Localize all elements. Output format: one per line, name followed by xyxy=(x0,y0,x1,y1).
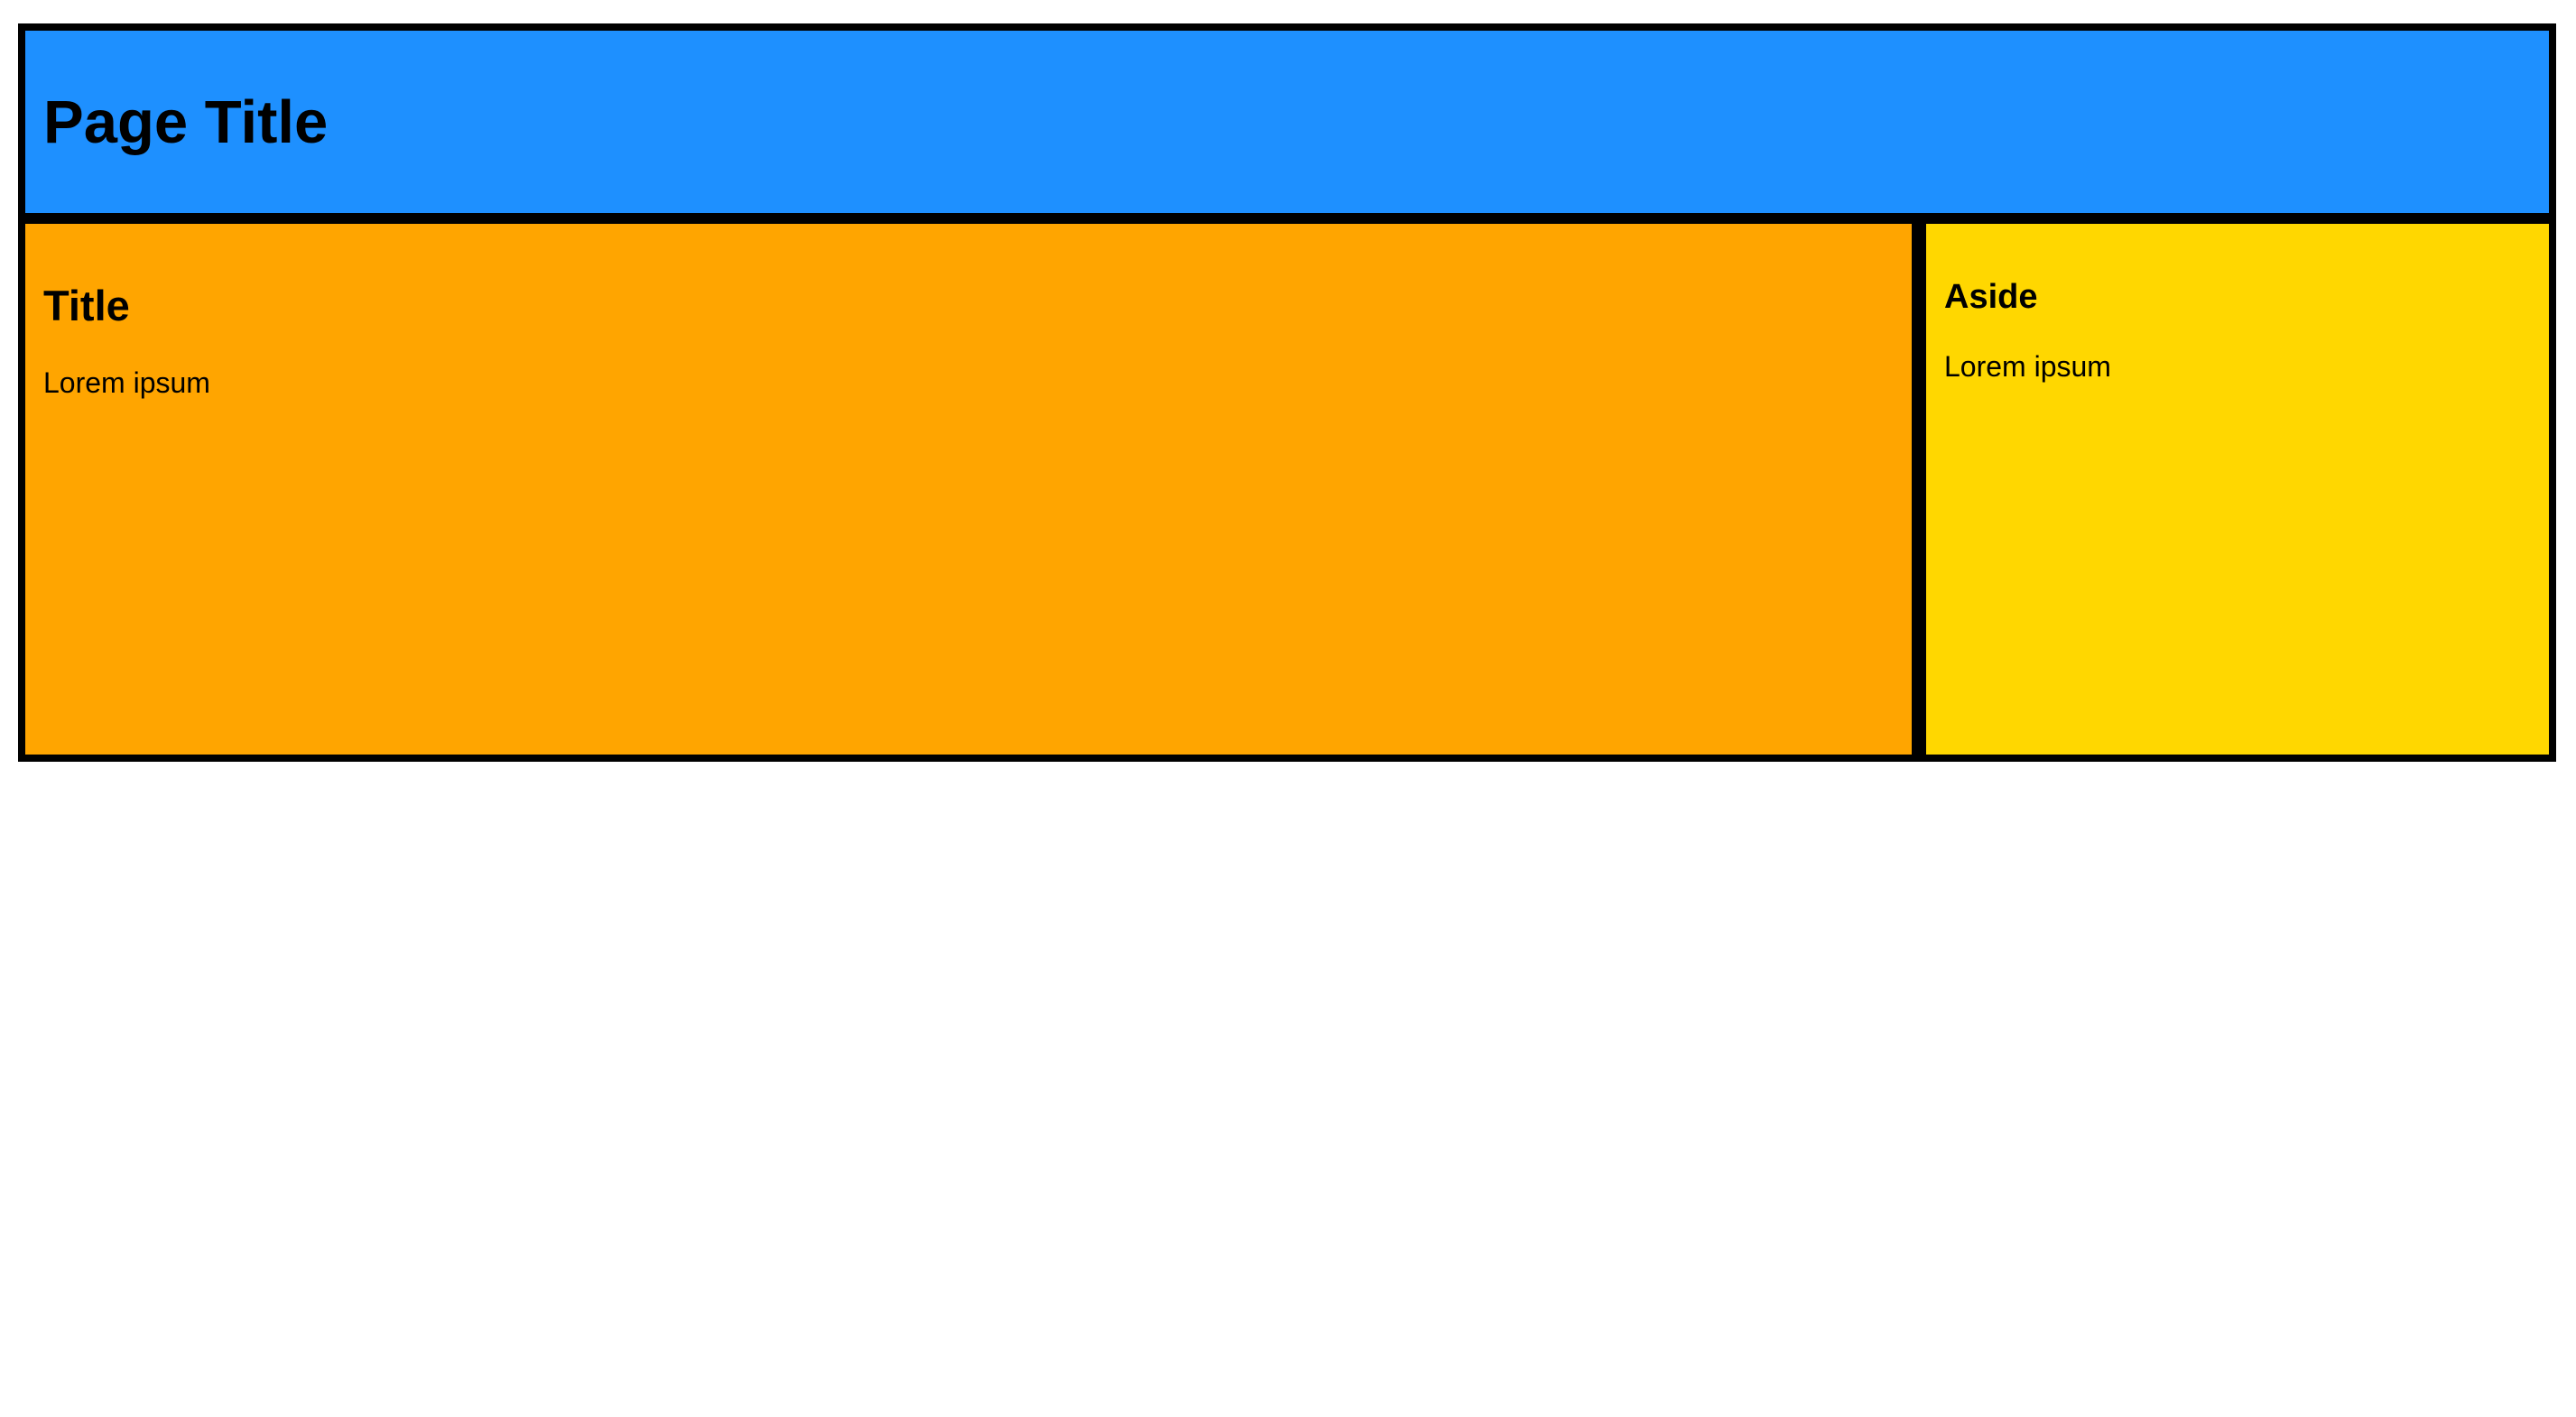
main-title: Title xyxy=(43,282,130,329)
aside-title: Aside xyxy=(1944,278,2038,316)
aside-text: Lorem ipsum xyxy=(1944,350,2111,383)
aside-panel: Aside Lorem ipsum xyxy=(1926,224,2549,755)
main-content: Title Lorem ipsum xyxy=(25,224,1912,755)
main-text: Lorem ipsum xyxy=(43,366,210,399)
page-header: Page Title xyxy=(25,31,2549,213)
page-title: Page Title xyxy=(43,88,329,156)
page-layout: Page Title Title Lorem ipsum Aside Lorem… xyxy=(18,23,2556,762)
